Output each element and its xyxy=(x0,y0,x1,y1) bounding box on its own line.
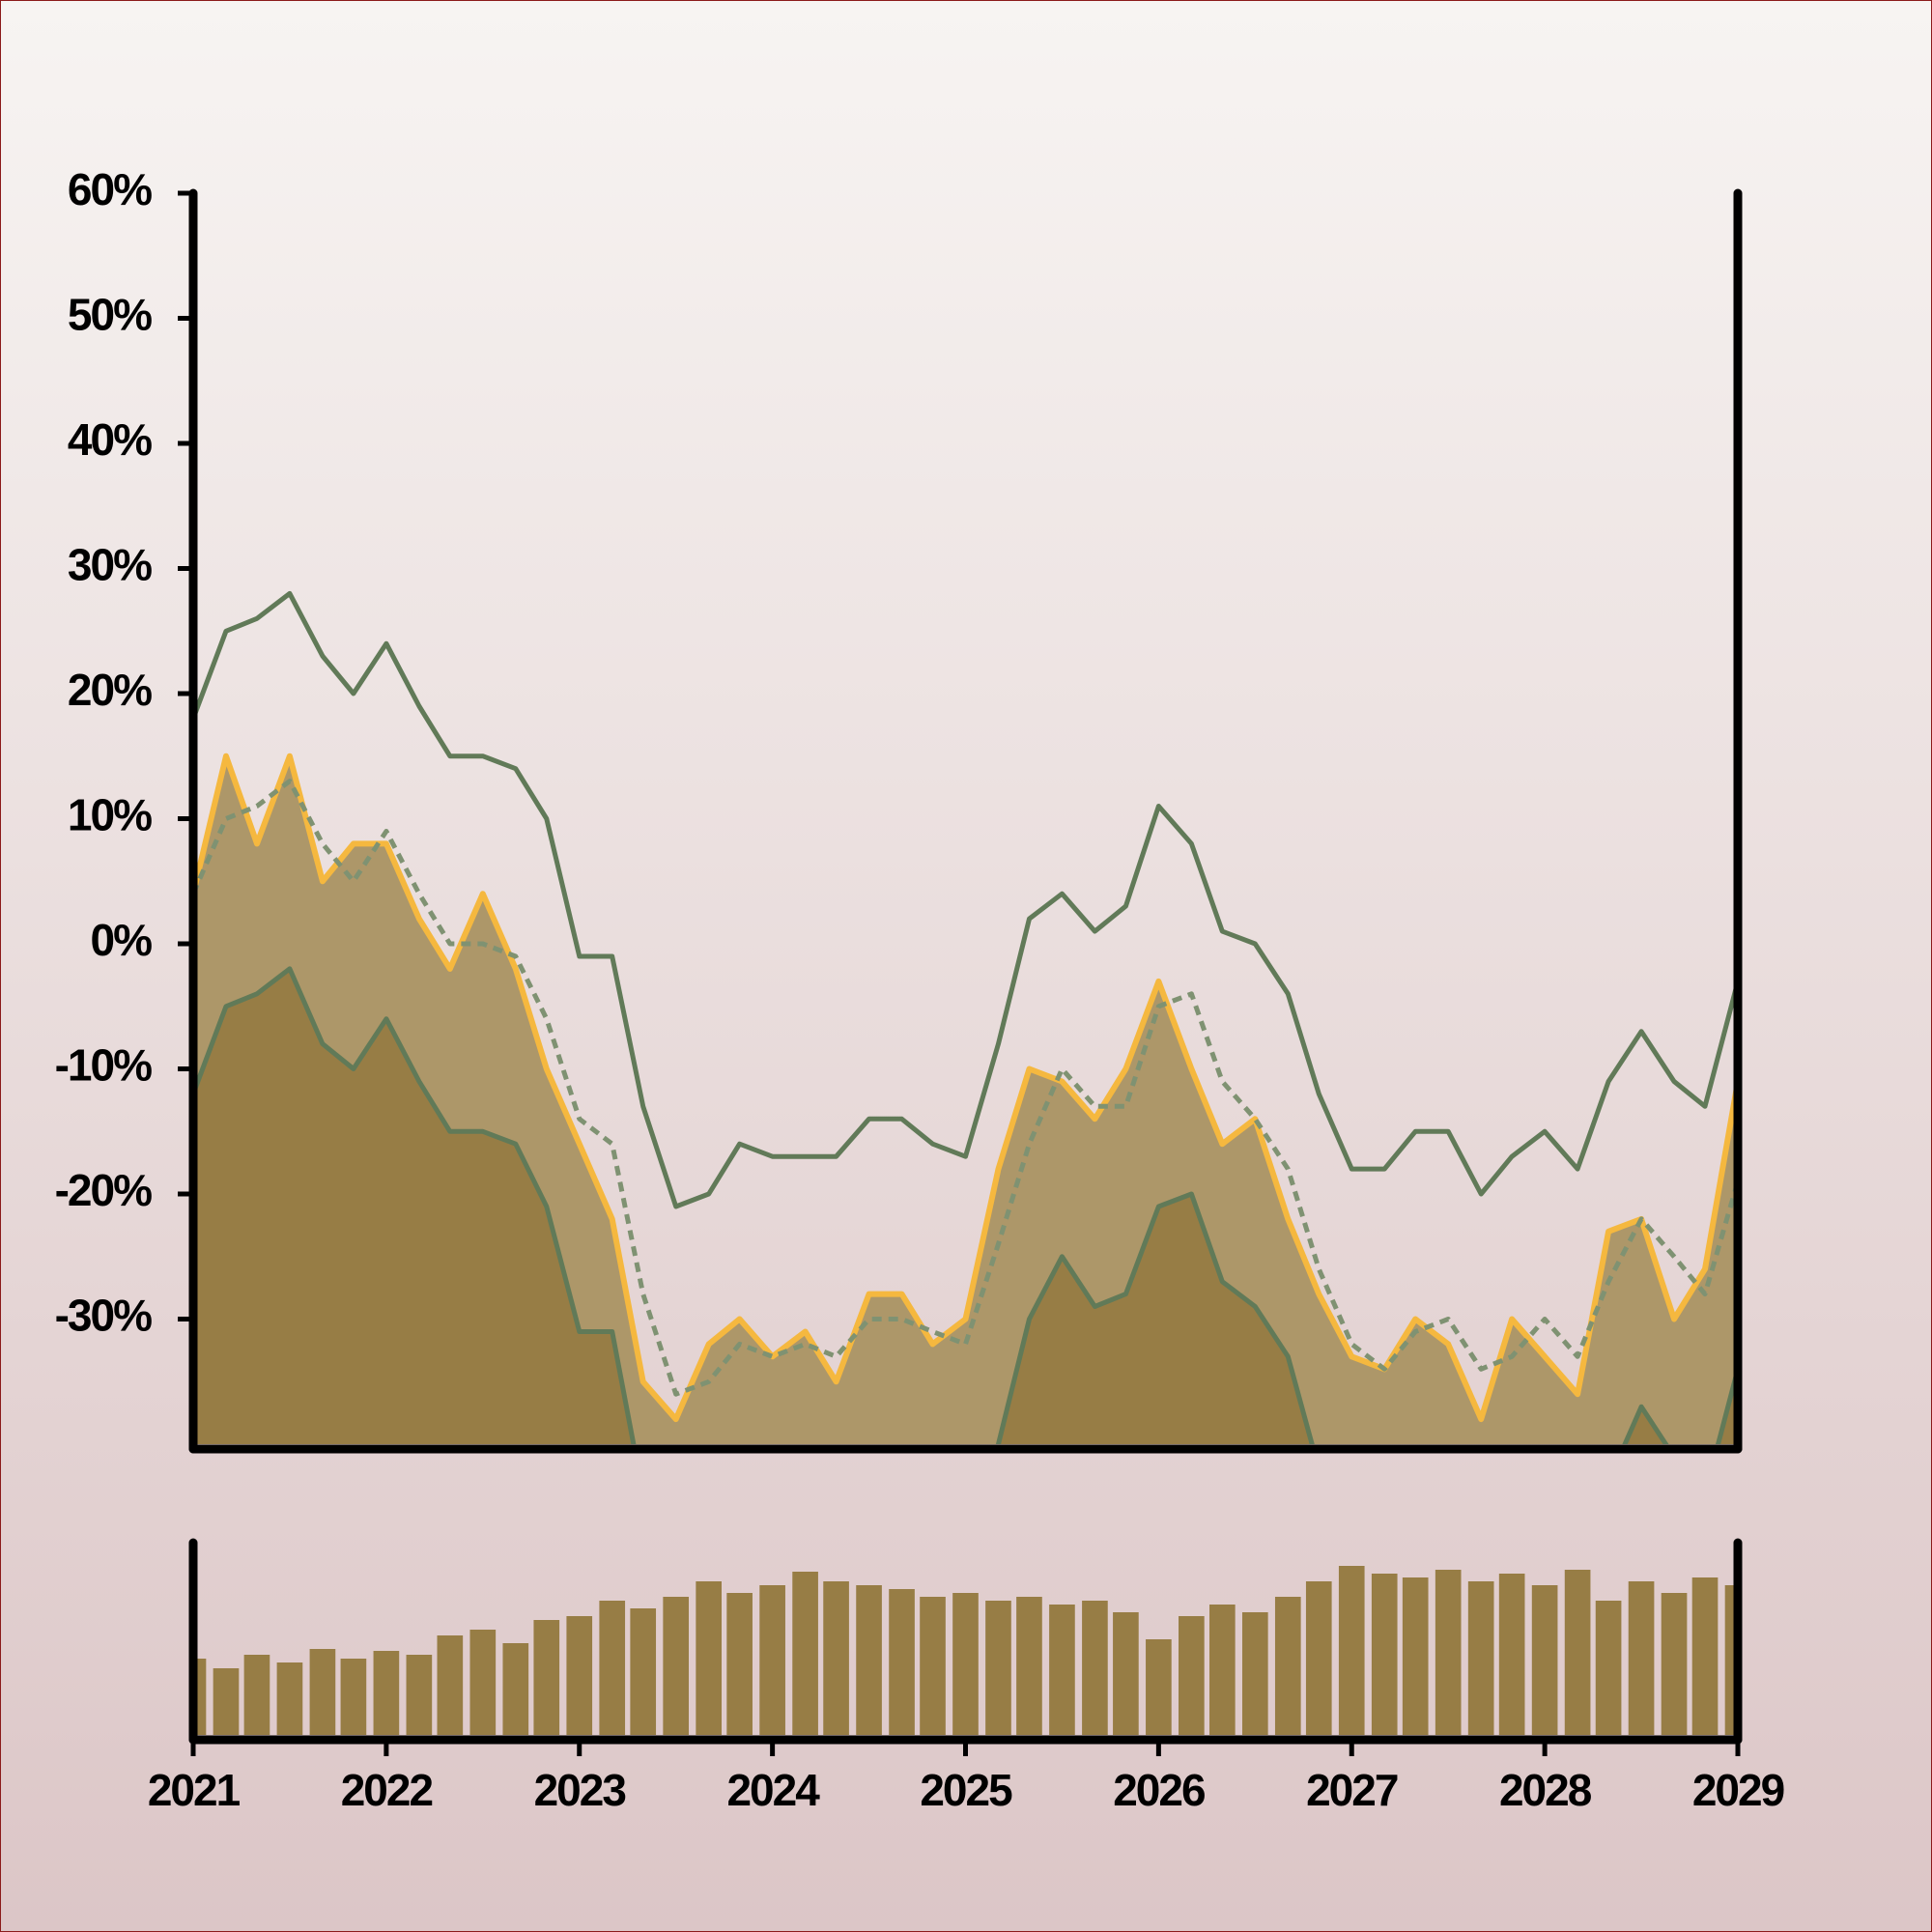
volume-bar xyxy=(1531,1585,1558,1735)
volume-bar xyxy=(1241,1612,1268,1735)
volume-bar xyxy=(663,1597,690,1735)
y-tick-label: 60% xyxy=(68,164,152,214)
volume-bar xyxy=(502,1643,529,1735)
volume-bar xyxy=(952,1593,979,1735)
volume-bar xyxy=(759,1585,785,1735)
volume-bar xyxy=(566,1616,593,1735)
volume-bar xyxy=(340,1659,367,1735)
volume-bar xyxy=(1435,1570,1462,1735)
volume-bar xyxy=(823,1581,849,1735)
volume-bar xyxy=(469,1630,497,1735)
y-tick-label: 20% xyxy=(68,665,152,715)
volume-bar xyxy=(1564,1570,1591,1735)
line xyxy=(193,753,1738,1423)
volume-bar xyxy=(1209,1605,1236,1735)
y-tick-label: 0% xyxy=(91,915,153,965)
volume-bar xyxy=(856,1585,882,1735)
volume-bar xyxy=(1498,1574,1525,1735)
volume-bar xyxy=(1113,1612,1139,1735)
axes: -30% -20% -10% 0% 10% 20% 30% 40% 50% 60% 2021 2022… xyxy=(55,164,1786,1815)
volume-bar xyxy=(1338,1566,1365,1735)
volume-bar xyxy=(1595,1601,1622,1735)
volume-bar xyxy=(696,1581,722,1735)
y-tick-label: 50% xyxy=(68,290,152,340)
volume-bar xyxy=(920,1597,946,1735)
volume-bar xyxy=(1628,1581,1655,1735)
volume-bar xyxy=(1661,1593,1688,1735)
line xyxy=(193,590,1738,1209)
x-tick-label: 2025 xyxy=(920,1765,1012,1815)
volume-bar xyxy=(630,1608,657,1735)
volume-bar xyxy=(599,1601,626,1735)
volume-bar xyxy=(276,1662,303,1735)
volume-bar xyxy=(726,1593,753,1735)
volume-bar xyxy=(1305,1581,1332,1735)
volume-bar xyxy=(373,1651,400,1735)
x-tick-label: 2022 xyxy=(341,1765,433,1815)
volume-bar xyxy=(197,1659,207,1735)
volume-bar xyxy=(1179,1616,1205,1735)
x-tick-label: 2024 xyxy=(726,1765,820,1815)
x-tick-label: 2023 xyxy=(534,1765,626,1815)
plot-area xyxy=(193,590,1738,1444)
volume-bar xyxy=(792,1572,818,1735)
volume-bar xyxy=(437,1635,464,1735)
y-tick-label: 30% xyxy=(68,540,152,590)
volume-bar xyxy=(243,1655,270,1735)
volume-bar xyxy=(406,1655,433,1735)
x-tick-label: 2028 xyxy=(1499,1765,1592,1815)
volume-bar xyxy=(1691,1577,1719,1735)
volume-bar xyxy=(1049,1605,1075,1735)
volume-bar xyxy=(1371,1574,1398,1735)
volume-bar xyxy=(1274,1597,1301,1735)
x-tick-label: 2027 xyxy=(1306,1765,1398,1815)
volume-bar xyxy=(1016,1597,1042,1735)
x-tick-label: 2029 xyxy=(1692,1765,1784,1815)
y-tick-label: 40% xyxy=(68,414,152,465)
volume-bar xyxy=(533,1620,560,1735)
volume-bar xyxy=(213,1668,240,1735)
x-tick-label: 2026 xyxy=(1113,1765,1205,1815)
area xyxy=(193,755,1738,1444)
volume-bar xyxy=(1146,1639,1172,1735)
volume-bar xyxy=(1724,1585,1734,1735)
y-tick-label: -20% xyxy=(55,1165,152,1215)
volume-bar xyxy=(1467,1581,1494,1735)
y-tick-label: -10% xyxy=(55,1040,152,1091)
y-tick-label: 10% xyxy=(68,790,152,840)
y-tick-label: -30% xyxy=(55,1291,152,1341)
area xyxy=(193,968,1738,1444)
volume-bar xyxy=(1402,1577,1429,1735)
volume-bar xyxy=(309,1649,336,1735)
volume-bar xyxy=(1082,1601,1108,1735)
volume-bar xyxy=(889,1589,915,1735)
line xyxy=(193,966,1738,1444)
line xyxy=(193,779,1738,1397)
volume-area xyxy=(197,1566,1734,1735)
volume-bar xyxy=(985,1601,1011,1735)
x-tick-label: 2021 xyxy=(148,1765,241,1815)
